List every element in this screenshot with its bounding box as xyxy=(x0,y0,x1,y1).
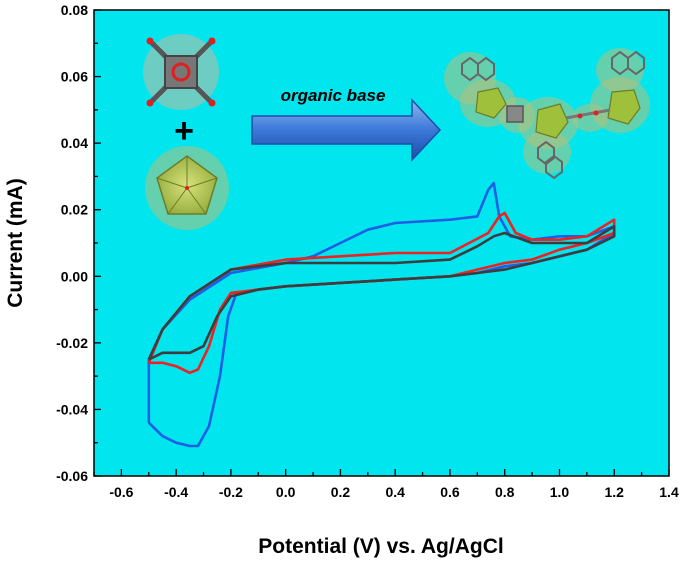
x-tick-label: 0.0 xyxy=(276,484,296,500)
y-axis-title: Current (mA) xyxy=(4,178,27,308)
cv-curve-3 xyxy=(147,225,616,361)
arrow-label: organic base xyxy=(281,86,386,105)
y-axis-ticks: -0.06 -0.04 -0.02 0.00 0.02 0.04 0.06 0.08 xyxy=(56,2,101,484)
x-tick-label: -0.4 xyxy=(164,484,188,500)
series-group xyxy=(147,181,616,448)
y-tick-label: 0.02 xyxy=(61,202,88,218)
plus-sign: + xyxy=(174,112,194,150)
reaction-arrow xyxy=(251,98,442,162)
polyoxometalate-cluster-icon xyxy=(145,146,229,230)
x-tick-label: 0.6 xyxy=(440,484,460,500)
y-tick-label: 0.06 xyxy=(61,69,88,85)
x-tick-label: -0.2 xyxy=(219,484,243,500)
x-axis-title: Potential (V) vs. Ag/AgCl xyxy=(258,535,503,558)
x-tick-label: 1.2 xyxy=(605,484,625,500)
y-tick-label: -0.02 xyxy=(56,335,88,351)
y-tick-label: -0.06 xyxy=(56,468,88,484)
x-tick-label: 1.4 xyxy=(659,484,679,500)
x-tick-label: 0.2 xyxy=(331,484,351,500)
y-tick-label: 0.04 xyxy=(61,135,88,151)
x-tick-label: 0.4 xyxy=(385,484,405,500)
x-axis-ticks: -0.6 -0.4 -0.2 0.0 0.2 0.4 0.6 0.8 1.0 1.2 1.4 xyxy=(93,469,679,500)
squarate-ligand-icon xyxy=(143,34,219,110)
y-tick-label: -0.04 xyxy=(56,401,88,417)
y-tick-label: 0.08 xyxy=(61,2,88,18)
product-complex-icon xyxy=(444,48,650,180)
x-tick-label: -0.6 xyxy=(109,484,133,500)
x-tick-label: 1.0 xyxy=(550,484,570,500)
y-tick-label: 0.00 xyxy=(61,268,88,284)
x-tick-label: 0.8 xyxy=(495,484,515,500)
